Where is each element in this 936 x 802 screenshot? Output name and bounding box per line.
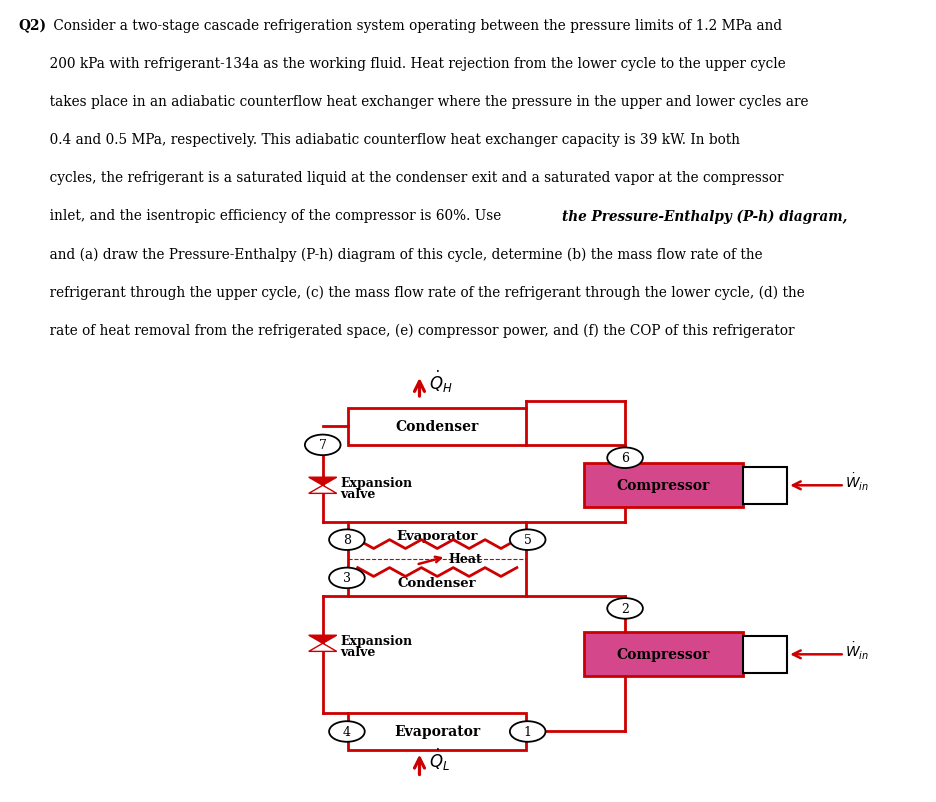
- Text: Expansion: Expansion: [341, 634, 413, 647]
- Text: 200 kPa with refrigerant-134a as the working fluid. Heat rejection from the lowe: 200 kPa with refrigerant-134a as the wor…: [19, 57, 785, 71]
- Bar: [348, 522, 526, 596]
- Text: rate of heat removal from the refrigerated space, (e) compressor power, and (f) : rate of heat removal from the refrigerat…: [19, 323, 795, 338]
- Text: takes place in an adiabatic counterflow heat exchanger where the pressure in the: takes place in an adiabatic counterflow …: [19, 95, 808, 109]
- Text: and (a) draw the Pressure-Enthalpy (P-h) diagram of this cycle, determine (b) th: and (a) draw the Pressure-Enthalpy (P-h)…: [19, 247, 762, 261]
- Polygon shape: [309, 635, 337, 643]
- Circle shape: [329, 530, 365, 550]
- Bar: [743, 468, 787, 504]
- Bar: [584, 464, 743, 508]
- Text: Q2): Q2): [19, 18, 47, 33]
- Text: Consider a two-stage cascade refrigeration system operating between the pressure: Consider a two-stage cascade refrigerati…: [49, 18, 782, 33]
- Circle shape: [510, 721, 546, 742]
- Circle shape: [607, 448, 643, 468]
- Text: Compressor: Compressor: [617, 647, 709, 662]
- Circle shape: [510, 530, 546, 550]
- Text: the Pressure-Enthalpy (P-h) diagram,: the Pressure-Enthalpy (P-h) diagram,: [562, 209, 847, 224]
- Text: valve: valve: [341, 488, 376, 500]
- Text: 1: 1: [523, 725, 532, 738]
- Circle shape: [305, 435, 341, 456]
- Text: Expansion: Expansion: [341, 476, 413, 489]
- Circle shape: [607, 598, 643, 619]
- Text: Heat: Heat: [448, 553, 482, 565]
- Text: 4: 4: [343, 725, 351, 738]
- Bar: [348, 408, 526, 445]
- Text: 7: 7: [319, 439, 327, 452]
- Text: 6: 6: [622, 452, 629, 464]
- Text: Compressor: Compressor: [617, 479, 709, 492]
- Text: refrigerant through the upper cycle, (c) the mass flow rate of the refrigerant t: refrigerant through the upper cycle, (c)…: [19, 286, 804, 300]
- Text: cycles, the refrigerant is a saturated liquid at the condenser exit and a satura: cycles, the refrigerant is a saturated l…: [19, 171, 783, 185]
- Polygon shape: [309, 643, 337, 651]
- Polygon shape: [309, 486, 337, 494]
- Text: 5: 5: [524, 533, 532, 546]
- Text: 3: 3: [343, 572, 351, 585]
- Text: $\dot{Q}_H$: $\dot{Q}_H$: [429, 368, 453, 394]
- Bar: [743, 636, 787, 673]
- Polygon shape: [309, 478, 337, 486]
- Text: valve: valve: [341, 645, 376, 658]
- Text: 8: 8: [343, 533, 351, 546]
- Text: Evaporator: Evaporator: [394, 724, 480, 739]
- Text: Condenser: Condenser: [396, 420, 479, 434]
- Text: $\dot{W}_{in}$: $\dot{W}_{in}$: [844, 640, 869, 662]
- Circle shape: [329, 721, 365, 742]
- Text: Condenser: Condenser: [398, 576, 476, 589]
- Text: 0.4 and 0.5 MPa, respectively. This adiabatic counterflow heat exchanger capacit: 0.4 and 0.5 MPa, respectively. This adia…: [19, 133, 739, 147]
- Text: Evaporator: Evaporator: [397, 529, 478, 542]
- Text: $\dot{Q}_L$: $\dot{Q}_L$: [429, 746, 450, 772]
- Text: inlet, and the isentropic efficiency of the compressor is 60%. Use: inlet, and the isentropic efficiency of …: [19, 209, 505, 223]
- Bar: [348, 713, 526, 750]
- Text: $\dot{W}_{in}$: $\dot{W}_{in}$: [844, 472, 869, 492]
- Text: 2: 2: [622, 602, 629, 615]
- Circle shape: [329, 568, 365, 589]
- Bar: [584, 633, 743, 677]
